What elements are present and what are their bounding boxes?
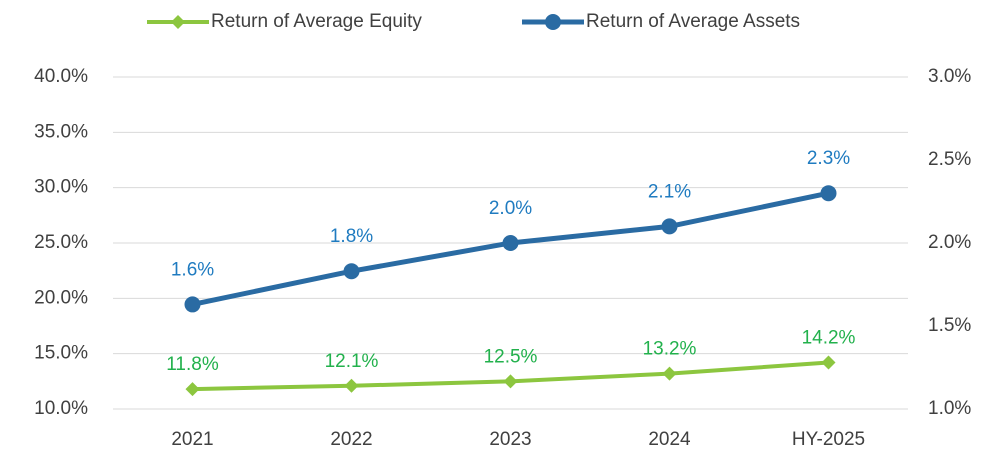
data-point (343, 263, 360, 280)
data-label: 2.1% (648, 181, 691, 202)
y-tick-label: 10.0% (34, 398, 88, 419)
data-label: 11.8% (166, 354, 219, 375)
y2-tick-label: 1.5% (928, 315, 971, 336)
data-point (662, 366, 677, 381)
x-tick-label: HY-2025 (792, 429, 865, 450)
data-point (502, 235, 519, 251)
legend-marker (545, 14, 561, 30)
y2-tick-label: 1.0% (928, 398, 971, 419)
x-tick-label: 2023 (489, 429, 531, 450)
data-label: 12.1% (325, 351, 379, 372)
data-point (184, 296, 201, 313)
x-tick-label: 2024 (648, 429, 691, 450)
y-tick-label: 25.0% (34, 232, 88, 253)
data-point (344, 378, 359, 393)
x-tick-label: 2021 (171, 429, 213, 450)
y2-tick-label: 3.0% (928, 66, 971, 87)
data-label: 1.6% (171, 259, 214, 280)
legend-label: Return of Average Equity (211, 11, 422, 32)
data-point (661, 218, 678, 235)
y-tick-label: 30.0% (34, 177, 88, 198)
data-label: 1.8% (330, 226, 373, 247)
y-tick-label: 40.0% (34, 66, 88, 87)
data-point (185, 382, 200, 397)
data-point (503, 374, 518, 389)
data-label: 13.2% (643, 339, 697, 360)
data-point (820, 185, 837, 202)
data-label: 2.3% (807, 148, 850, 169)
y-tick-label: 20.0% (34, 287, 88, 308)
data-point (821, 355, 836, 370)
data-label: 2.0% (489, 198, 532, 219)
data-label: 12.5% (484, 346, 538, 367)
data-label: 14.2% (802, 328, 856, 349)
x-tick-label: 2022 (330, 429, 372, 450)
legend-marker (171, 15, 185, 29)
legend-label: Return of Average Assets (586, 11, 800, 32)
y2-tick-label: 2.5% (928, 149, 971, 170)
y2-tick-label: 2.0% (928, 232, 971, 253)
y-tick-label: 35.0% (34, 121, 88, 142)
y-tick-label: 15.0% (34, 343, 88, 364)
